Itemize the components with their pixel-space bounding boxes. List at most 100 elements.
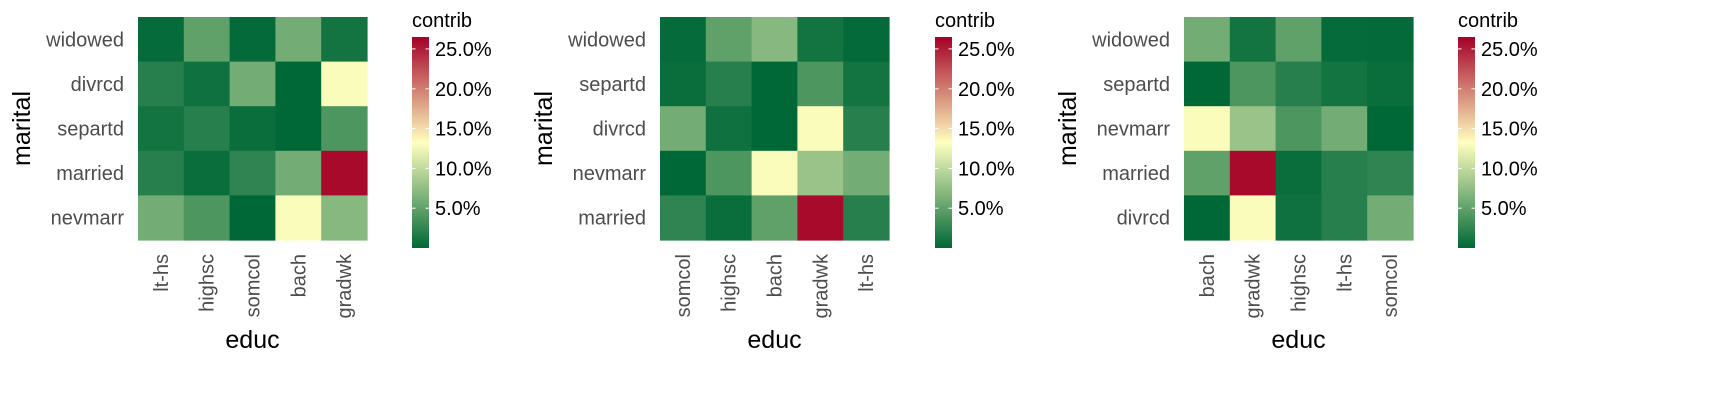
- x-tick-label: somcol: [1380, 254, 1402, 317]
- y-tick-label: separtd: [57, 119, 124, 141]
- heatmap-cell: [1321, 106, 1368, 152]
- heatmap-cell: [660, 195, 707, 241]
- legend-tick-label: 5.0%: [958, 198, 1004, 220]
- heatmap-cell: [229, 195, 276, 241]
- x-tick-label: highsc: [197, 254, 219, 312]
- heatmap-cell: [797, 150, 844, 196]
- heatmap-cell: [1321, 61, 1368, 107]
- y-axis-title: marital: [8, 91, 36, 166]
- legend-colorbar: [935, 37, 952, 248]
- y-tick-label: divrcd: [593, 119, 646, 141]
- heatmap-cell: [229, 61, 276, 107]
- x-axis-title: educ: [225, 326, 279, 354]
- heatmap-cell: [183, 195, 231, 241]
- heatmap-cell: [1275, 150, 1322, 196]
- y-tick-label: widowed: [1091, 29, 1170, 51]
- x-tick-label: lt-hs: [1334, 254, 1356, 292]
- x-tick-label: gradwk: [334, 253, 356, 318]
- heatmap-cell: [1367, 17, 1414, 63]
- heatmap-cell: [705, 61, 753, 107]
- heatmap-cell: [705, 106, 753, 152]
- x-tick-label: highsc: [719, 254, 741, 312]
- heatmap-cell: [751, 106, 798, 152]
- y-tick-label: married: [578, 208, 646, 230]
- heatmap-cell: [183, 106, 231, 152]
- heatmap-cell: [1184, 195, 1231, 241]
- heatmap-cell: [843, 150, 890, 196]
- legend-tick-label: 20.0%: [958, 79, 1015, 101]
- heatmap-cell: [1321, 150, 1368, 196]
- heatmap-cell: [1184, 106, 1231, 152]
- heatmap-cell: [705, 17, 753, 63]
- heatmap-cell: [1229, 150, 1277, 196]
- y-tick-label: widowed: [567, 29, 646, 51]
- heatmap-cell: [229, 150, 276, 196]
- legend-tick-label: 15.0%: [1481, 119, 1538, 141]
- heatmap-cell: [138, 106, 185, 152]
- x-tick-label: highsc: [1289, 254, 1311, 312]
- legend-tick-label: 15.0%: [958, 119, 1015, 141]
- heatmap-cell: [843, 17, 890, 63]
- heatmap-cell: [797, 61, 844, 107]
- heatmap-cell: [1275, 106, 1322, 152]
- x-tick-label: gradwk: [810, 253, 832, 318]
- heatmap-cell: [183, 17, 231, 63]
- heatmap-cell: [321, 195, 368, 241]
- legend-tick-label: 10.0%: [1481, 158, 1538, 180]
- heatmap-cell: [797, 17, 844, 63]
- y-tick-label: married: [1102, 163, 1170, 185]
- heatmap-cell: [138, 195, 185, 241]
- x-tick-label: bach: [1197, 254, 1219, 297]
- heatmap-cell: [660, 61, 707, 107]
- heatmap-cell: [275, 17, 322, 63]
- heatmap-cell: [1275, 61, 1322, 107]
- heatmap-panel-3: widowed separtd nevmarr married divrcd bach gr…: [1054, 10, 1538, 354]
- heatmap-cell: [751, 150, 798, 196]
- y-axis-title: marital: [1054, 91, 1082, 166]
- legend-tick-label: 25.0%: [435, 39, 492, 61]
- heatmap-cell: [138, 61, 185, 107]
- x-tick-label: somcol: [673, 254, 695, 317]
- heatmap-cell: [1367, 195, 1414, 241]
- heatmap-cell: [660, 150, 707, 196]
- y-tick-label: married: [56, 163, 124, 185]
- x-tick-label: bach: [765, 254, 787, 297]
- heatmap-cell: [275, 150, 322, 196]
- y-tick-label: nevmarr: [51, 208, 125, 230]
- heatmap-cell: [229, 17, 276, 63]
- heatmap-cell: [183, 150, 231, 196]
- legend-tick-label: 25.0%: [958, 39, 1015, 61]
- heatmap-panel-1: widowed divrcd separtd married nevmarr lt-hs h…: [8, 10, 492, 354]
- x-tick-label: gradwk: [1243, 253, 1265, 318]
- heatmap-cell: [1275, 195, 1322, 241]
- heatmap-cell: [321, 61, 368, 107]
- y-tick-label: divrcd: [71, 74, 124, 96]
- x-tick-label: lt-hs: [856, 254, 878, 292]
- legend-tick-label: 10.0%: [435, 158, 492, 180]
- heatmap-cell: [751, 61, 798, 107]
- x-tick-label: bach: [288, 254, 310, 297]
- heatmap-cell: [1321, 195, 1368, 241]
- legend-title: contrib: [412, 10, 472, 32]
- legend-colorbar: [412, 37, 429, 248]
- heatmap-cell: [1367, 150, 1414, 196]
- heatmap-cell: [1229, 106, 1277, 152]
- heatmap-cell: [797, 106, 844, 152]
- legend-tick-label: 20.0%: [1481, 79, 1538, 101]
- heatmap-cell: [705, 195, 753, 241]
- heatmap-cell: [1275, 17, 1322, 63]
- heatmap-cell: [843, 106, 890, 152]
- x-axis-title: educ: [747, 326, 801, 354]
- legend-tick-label: 25.0%: [1481, 39, 1538, 61]
- heatmap-cell: [843, 61, 890, 107]
- heatmap-cell: [660, 106, 707, 152]
- legend-tick-label: 20.0%: [435, 79, 492, 101]
- heatmap-cell: [1321, 17, 1368, 63]
- heatmap-cell: [705, 150, 753, 196]
- x-tick-label: lt-hs: [151, 254, 173, 292]
- legend-title: contrib: [1458, 10, 1518, 32]
- heatmap-cell: [797, 195, 844, 241]
- heatmap-cell: [1229, 17, 1277, 63]
